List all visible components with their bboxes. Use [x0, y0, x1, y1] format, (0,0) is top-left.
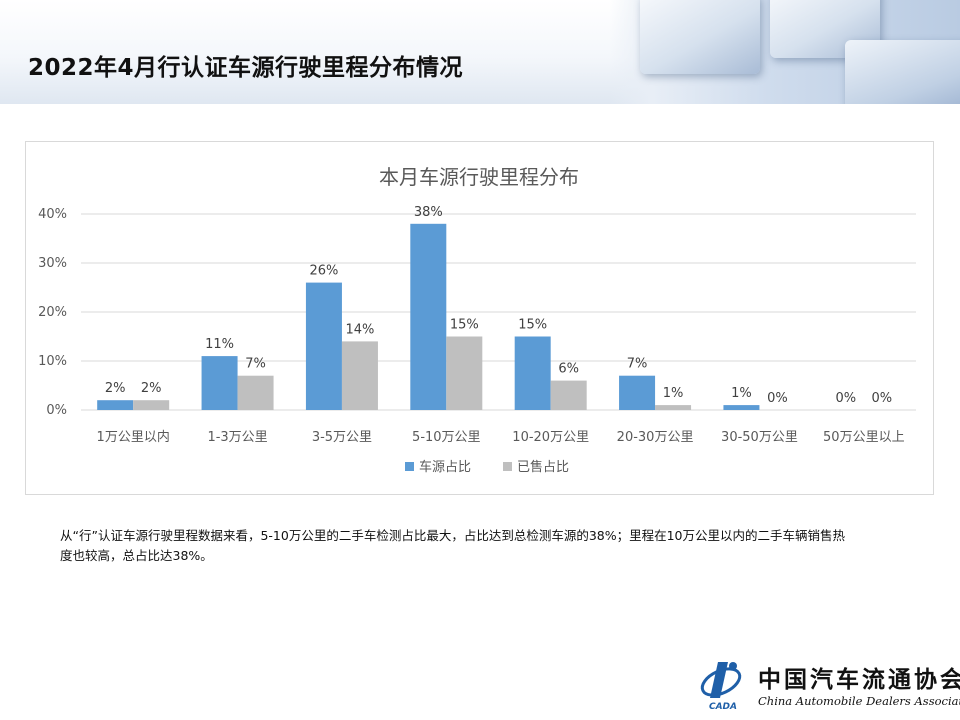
y-tick-label: 30% — [38, 256, 67, 271]
cada-logo-mark: CADA — [700, 662, 742, 712]
data-label: 1% — [663, 386, 684, 401]
y-tick-label: 0% — [46, 403, 67, 418]
bar-sold-share — [655, 405, 692, 410]
bar-sold-share — [133, 400, 170, 410]
data-labels: 2% 2% 11% 7% 26% 14% 38% 15% 15% 6% 7% 1% 1% 0% 0% 0% — [105, 205, 892, 406]
chart-frame: 本月车源行驶里程分布 2% 2% 11% 7% 26% 14% 38% 15% 15% 6% 7% 1… — [25, 141, 934, 495]
x-category-label: 3-5万公里 — [312, 430, 372, 445]
bar-sold-share — [550, 380, 587, 410]
y-tick-label: 20% — [38, 305, 67, 320]
bar-source-share — [723, 405, 760, 410]
logo-mark-text: CADA — [709, 702, 737, 712]
header-cube-image — [640, 0, 760, 74]
data-label: 2% — [141, 381, 162, 396]
x-category-label: 1万公里以内 — [97, 429, 170, 445]
bars — [97, 223, 760, 410]
data-label: 26% — [309, 264, 338, 279]
header-photo — [610, 0, 960, 104]
x-category-label: 20-30万公里 — [617, 430, 694, 445]
logo-chinese-name: 中国汽车流通协会 — [758, 666, 960, 693]
x-category-label: 1-3万公里 — [207, 430, 267, 445]
bar-sold-share — [341, 341, 378, 410]
bar-source-share — [514, 336, 551, 410]
data-label: 0% — [872, 391, 893, 406]
data-label: 6% — [558, 362, 579, 377]
bar-sold-share — [237, 375, 274, 410]
legend: 车源占比 已售占比 — [405, 459, 569, 475]
cada-logo: CADA 中国汽车流通协会 China Automobile Dealers A… — [694, 654, 960, 714]
bar-source-share — [619, 375, 656, 410]
bar-sold-share — [446, 336, 483, 410]
bar-source-share — [305, 282, 342, 410]
data-label: 14% — [345, 322, 374, 337]
data-label: 2% — [105, 381, 126, 396]
data-label: 11% — [205, 337, 234, 352]
x-category-label: 50万公里以上 — [823, 430, 905, 445]
y-tick-label: 40% — [38, 207, 67, 222]
bar-chart: 本月车源行驶里程分布 2% 2% 11% 7% 26% 14% 38% 15% 15% 6% 7% 1… — [38, 165, 916, 475]
data-label: 15% — [518, 318, 547, 333]
data-label: 0% — [767, 391, 788, 406]
legend-swatch-source-share — [405, 462, 414, 471]
x-category-label: 10-20万公里 — [512, 430, 589, 445]
data-label: 1% — [731, 386, 752, 401]
legend-label: 已售占比 — [517, 459, 569, 475]
data-label: 15% — [450, 318, 479, 333]
page-title: 2022年4月行认证车源行驶里程分布情况 — [28, 55, 464, 81]
x-category-label: 30-50万公里 — [721, 430, 798, 445]
legend-label: 车源占比 — [419, 459, 471, 475]
bar-source-share — [410, 223, 447, 410]
caption-text: 从“行”认证车源行驶里程数据来看，5-10万公里的二手车检测占比最大，占比达到总… — [60, 528, 846, 563]
data-label: 7% — [627, 357, 648, 372]
bar-source-share — [201, 356, 238, 410]
data-label: 0% — [836, 391, 857, 406]
legend-swatch-sold-share — [503, 462, 512, 471]
x-category-label: 5-10万公里 — [412, 430, 481, 445]
chart-title: 本月车源行驶里程分布 — [379, 165, 579, 189]
axes: 0% 10% 20% 30% 40% 1万公里以内 1-3万公里 3-5万公里 5-10万公里 1… — [38, 207, 904, 445]
data-label: 7% — [245, 357, 266, 372]
logo-english-name: China Automobile Dealers Association — [758, 694, 960, 708]
data-label: 38% — [414, 205, 443, 220]
header-cube-image — [845, 40, 960, 104]
header-banner: 2022年4月行认证车源行驶里程分布情况 — [0, 0, 960, 104]
y-tick-label: 10% — [38, 354, 67, 369]
bar-source-share — [97, 400, 134, 410]
